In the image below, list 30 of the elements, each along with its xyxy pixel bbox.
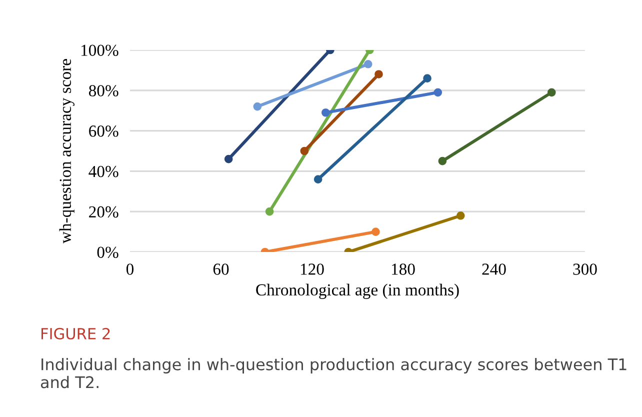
x-axis-title: Chronological age (in months) [256,284,459,299]
point [224,154,233,164]
point [321,108,330,117]
point [547,88,556,97]
point [423,74,432,82]
y-tick-label: 80% [88,85,118,96]
y-tick-label: 40% [88,166,118,178]
point [456,211,465,220]
point [314,175,322,184]
x-tick-label: 240 [482,264,506,275]
y-tick-label: 0% [97,246,118,258]
y-tick-label: 60% [89,126,118,137]
point [300,146,309,156]
point [253,102,262,111]
text: Individual change in wh-question production accuracy scores between T1 and T2. [40,358,626,388]
caption: FIGURE 2 [42,328,110,340]
point [374,70,383,78]
x-tick-label: 120 [300,264,324,275]
point [372,228,380,236]
x-tick-label: 60 [213,264,229,275]
y-tick-label: 100% [81,44,118,56]
y-tick-label: 20% [89,206,118,218]
y-axis-title: wh-question accuracy score [59,59,74,244]
x-tick-label: 180 [392,264,415,275]
point [438,156,447,166]
point [265,207,274,216]
point [364,60,372,68]
point [434,88,442,97]
x-tick-label: 300 [573,264,597,275]
x-tick-label: 0 [126,264,134,275]
